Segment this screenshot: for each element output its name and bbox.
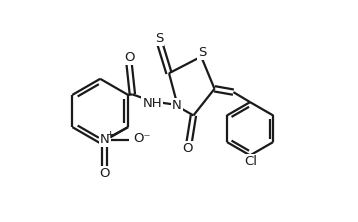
Text: N: N — [100, 133, 110, 146]
Text: O: O — [183, 142, 193, 155]
Text: S: S — [155, 32, 163, 45]
Text: O: O — [100, 167, 110, 180]
Text: N: N — [172, 99, 182, 112]
Text: NH: NH — [142, 97, 162, 110]
Text: S: S — [198, 46, 207, 59]
Text: Cl: Cl — [244, 155, 257, 168]
Text: +: + — [106, 130, 116, 140]
Text: O: O — [124, 51, 134, 64]
Text: O⁻: O⁻ — [133, 132, 151, 145]
